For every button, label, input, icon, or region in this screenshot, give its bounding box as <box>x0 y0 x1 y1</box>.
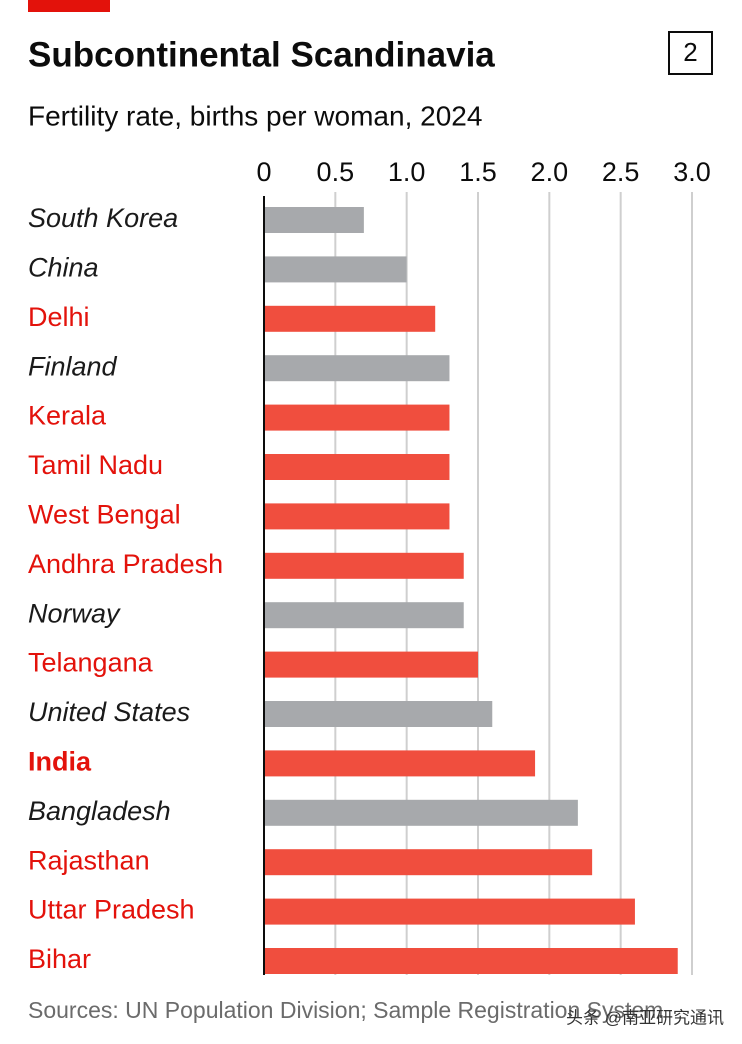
category-label: Norway <box>28 598 121 628</box>
bar <box>264 305 436 332</box>
bar <box>264 503 450 530</box>
category-label: Rajasthan <box>28 845 150 875</box>
x-tick-label: 3.0 <box>673 157 711 187</box>
category-label: Kerala <box>28 401 107 431</box>
x-tick-label: 2.5 <box>602 157 640 187</box>
watermark: 头条 @南亚研究通讯 <box>566 1008 724 1027</box>
source-note: Sources: UN Population Division; Sample … <box>28 997 663 1023</box>
bar <box>264 404 450 431</box>
category-label: Telangana <box>28 648 154 678</box>
brand-bar <box>28 0 110 12</box>
category-label: Uttar Pradesh <box>28 895 195 925</box>
chart-title: Subcontinental Scandinavia <box>28 35 495 74</box>
category-label: Tamil Nadu <box>28 450 163 480</box>
bar <box>264 701 493 727</box>
bar <box>264 602 464 629</box>
category-label: Bihar <box>28 944 91 974</box>
bar <box>264 750 536 777</box>
bar <box>264 207 364 233</box>
x-tick-label: 1.5 <box>459 157 497 187</box>
bar <box>264 849 593 876</box>
bar <box>264 948 678 974</box>
category-label: West Bengal <box>28 500 181 530</box>
chart-number: 2 <box>683 37 697 67</box>
category-label: Delhi <box>28 302 90 332</box>
bar <box>264 256 407 283</box>
category-label: United States <box>28 697 190 727</box>
bar <box>264 552 464 579</box>
category-label: Andhra Pradesh <box>28 549 223 579</box>
x-tick-label: 1.0 <box>388 157 426 187</box>
category-label: South Korea <box>28 203 178 233</box>
category-label: China <box>28 253 99 283</box>
bar <box>264 898 635 925</box>
x-tick-label: 2.0 <box>531 157 569 187</box>
x-tick-label: 0 <box>256 157 271 187</box>
bar <box>264 799 578 826</box>
category-label: Bangladesh <box>28 796 171 826</box>
bar <box>264 651 478 678</box>
chart-subtitle: Fertility rate, births per woman, 2024 <box>28 100 482 131</box>
bar <box>264 454 450 480</box>
x-tick-label: 0.5 <box>317 157 355 187</box>
category-label: India <box>28 747 92 777</box>
bar <box>264 355 450 382</box>
category-label: Finland <box>28 351 118 381</box>
chart-number-box <box>668 31 713 75</box>
